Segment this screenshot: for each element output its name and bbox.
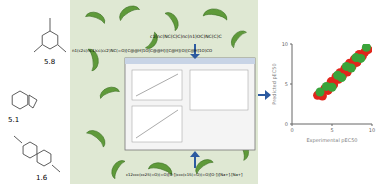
svg-text:c1(nc(NC(C)C)nc(n1)OC)NC(C)C: c1(nc(NC(C)C)nc(n1)OC)NC(C)C <box>150 34 222 39</box>
svg-text:Experimental pEC50: Experimental pEC50 <box>306 137 357 144</box>
svg-text:10: 10 <box>282 41 288 47</box>
svg-text:n1(c2c(nc1)cc(cc2)NC(=O)[C@@H]: n1(c2c(nc1)cc(cc2)NC(=O)[C@@H]1O[C@@H]([… <box>72 48 212 53</box>
svg-text:0: 0 <box>285 121 288 127</box>
svg-text:10: 10 <box>369 127 370 133</box>
svg-text:5: 5 <box>330 127 333 133</box>
svg-text:Predicted pEC50: Predicted pEC50 <box>271 63 278 104</box>
svg-text:1.6: 1.6 <box>36 174 48 182</box>
svg-text:0: 0 <box>290 127 293 133</box>
svg-text:5.8: 5.8 <box>44 58 55 66</box>
svg-text:5.1: 5.1 <box>8 116 19 124</box>
svg-text:c12ccc(cc2S(=O)(=O)[O-])ccc(c1: c12ccc(cc2S(=O)(=O)[O-])ccc(c1S(=O)(=O)[… <box>126 172 243 177</box>
svg-text:5: 5 <box>285 81 288 87</box>
